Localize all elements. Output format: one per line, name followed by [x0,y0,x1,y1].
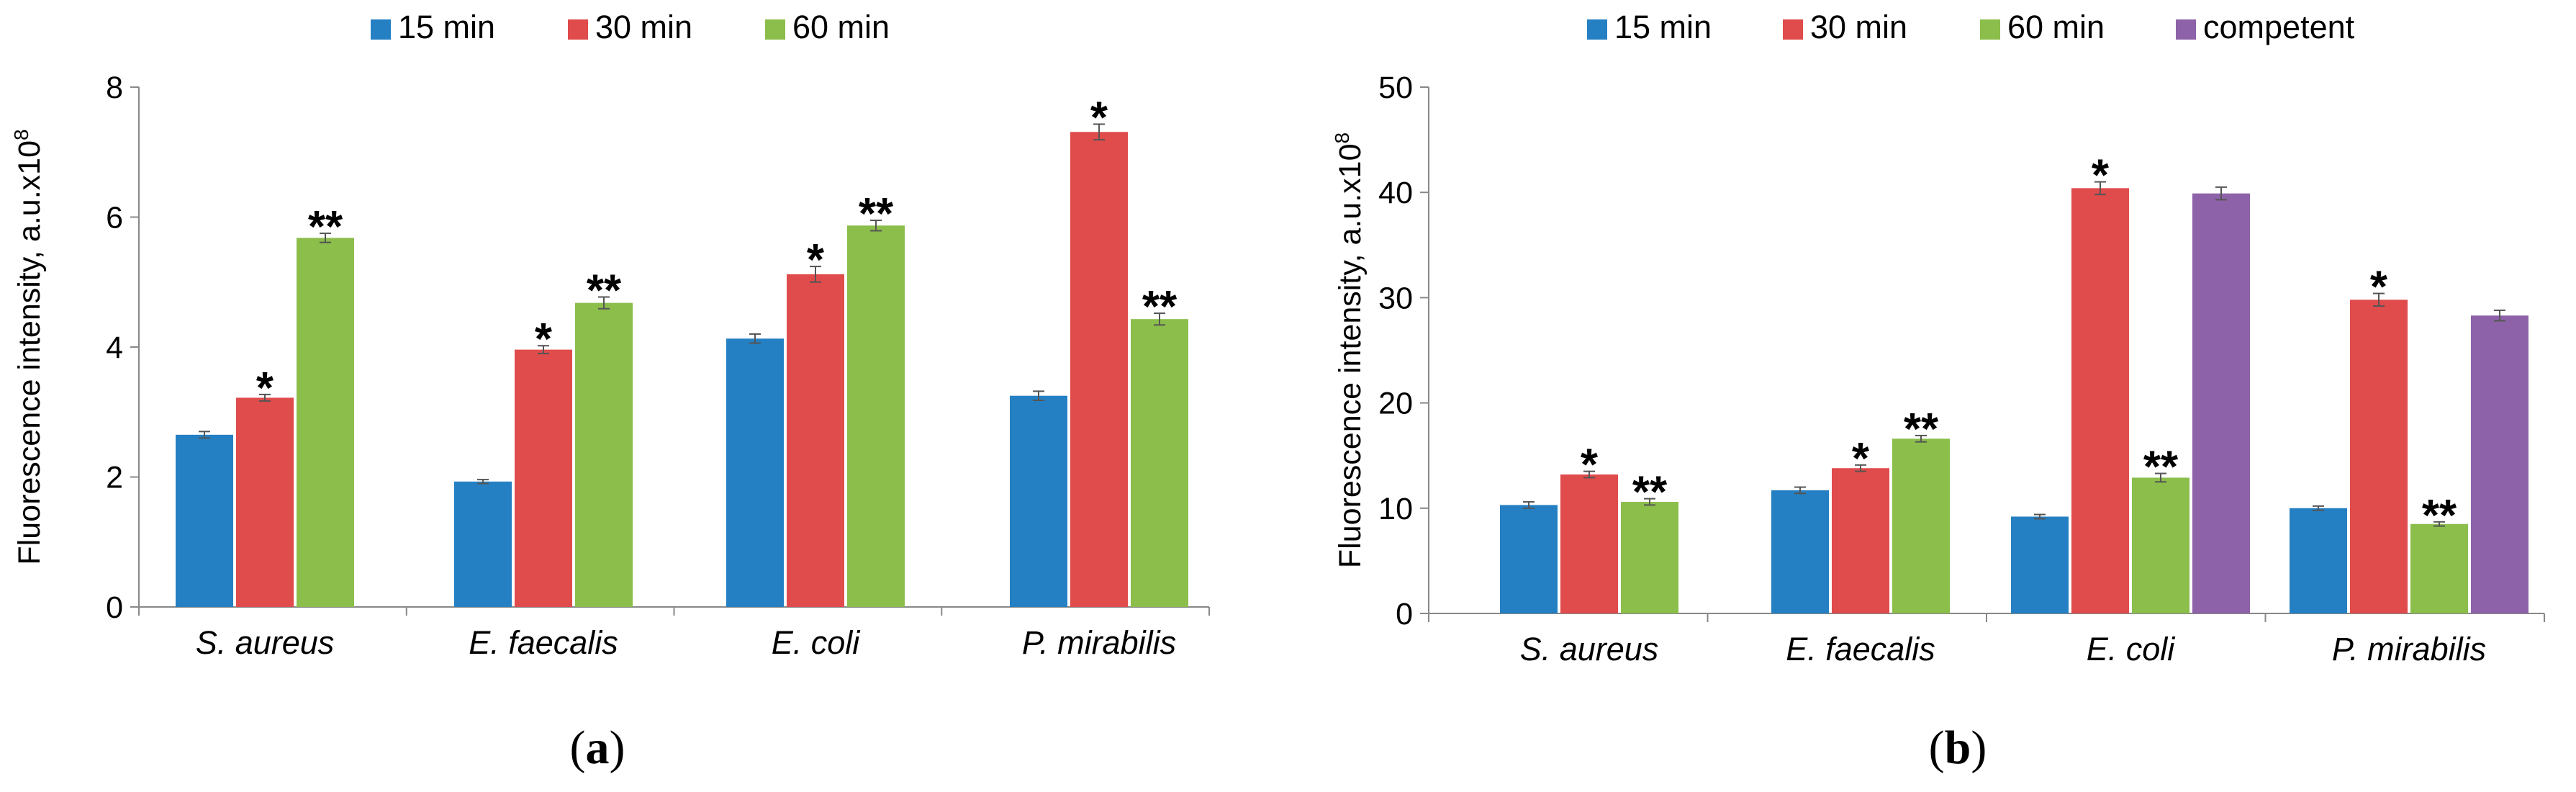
significance-mark: * [1852,434,1870,484]
significance-mark: ** [2143,443,2179,492]
bar [2011,516,2069,613]
legend-label: competent [2203,9,2355,45]
y-axis-title: Fluorescence intensity, a.u.x108 [1331,132,1368,568]
significance-mark: ** [1904,405,1939,454]
bar [2132,477,2189,613]
significance-mark: * [2370,263,2388,312]
bar [236,397,294,607]
x-category-label: P. mirabilis [2332,631,2486,667]
y-tick-label: 0 [1396,597,1413,631]
legend-label: 15 min [1614,9,1712,45]
bar [726,338,784,607]
panel-label-open-paren: ( [570,721,586,774]
panel-label-letter: a [586,721,610,774]
bar [1070,132,1128,607]
significance-mark: * [1090,93,1108,143]
y-tick-label: 4 [106,330,123,365]
significance-mark: ** [1142,282,1178,332]
bar [2350,300,2408,613]
y-axis-title-text: Fluorescence intensity, a.u.x10 [12,140,47,565]
bar [787,274,844,607]
legend-label: 60 min [792,9,890,45]
significance-mark: * [1581,441,1599,490]
x-category-label: E. faecalis [1786,631,1935,667]
legend-swatch [1980,19,2000,40]
bar [297,238,354,607]
legend-swatch [568,19,588,40]
bar [1010,395,1067,607]
bar [2471,315,2528,613]
x-category-label: P. mirabilis [1022,624,1176,661]
x-category-label: E. coli [772,624,862,661]
panel-label: (a) [570,721,625,774]
legend-swatch [2176,19,2196,40]
significance-mark: * [535,315,553,364]
panel-label-open-paren: ( [1929,721,1945,774]
y-tick-label: 20 [1378,387,1413,421]
legend-swatch [1587,19,1607,40]
significance-mark: ** [859,189,894,239]
legend-label: 30 min [1810,9,1907,45]
bar [1832,468,1889,613]
legend-swatch [371,19,391,40]
panel-label-letter: b [1945,721,1971,774]
legend-label: 30 min [595,9,692,45]
y-tick-label: 6 [106,201,123,235]
y-axis-title-text: Fluorescence intensity, a.u.x10 [1333,144,1368,569]
panel-label-close-paren: ) [610,721,625,774]
y-tick-label: 2 [106,461,123,495]
significance-mark: * [2092,151,2110,201]
x-category-label: S. aureus [1520,631,1659,667]
y-tick-label: 0 [106,590,123,625]
legend-label: 15 min [398,9,495,45]
y-axis-title-superscript: 8 [1331,132,1353,144]
significance-mark: ** [308,202,343,252]
bar [1621,502,1678,613]
y-tick-label: 40 [1378,176,1413,210]
significance-mark: * [807,235,825,285]
panel-label: (b) [1929,721,1987,774]
bar [1771,490,1829,613]
significance-mark: ** [587,266,622,316]
bar [454,481,512,607]
legend-label: 60 min [2007,9,2105,45]
significance-mark: * [256,364,274,413]
bar [2290,508,2347,613]
bar [1131,319,1188,607]
y-tick-label: 50 [1378,71,1413,105]
bar [575,302,633,607]
bar [176,434,233,607]
x-category-label: E. faecalis [469,624,618,661]
significance-mark: ** [1632,468,1668,518]
y-tick-label: 10 [1378,492,1413,526]
bar [515,349,572,607]
bar [1560,474,1618,613]
y-tick-label: 30 [1378,281,1413,315]
bar [1892,438,1950,613]
bar [847,225,905,607]
x-category-label: E. coli [2087,631,2177,667]
x-category-label: S. aureus [196,624,335,661]
y-axis-title-superscript: 8 [10,129,32,140]
significance-mark: ** [2422,491,2457,541]
legend-swatch [1783,19,1803,40]
y-axis-title: Fluorescence intensity, a.u.x108 [10,129,47,564]
bar [1500,505,1558,613]
bar [2192,193,2250,613]
bar [2071,188,2129,613]
legend-swatch [765,19,785,40]
bar [2410,523,2468,613]
y-tick-label: 8 [106,71,123,105]
panel-label-close-paren: ) [1971,721,1987,774]
